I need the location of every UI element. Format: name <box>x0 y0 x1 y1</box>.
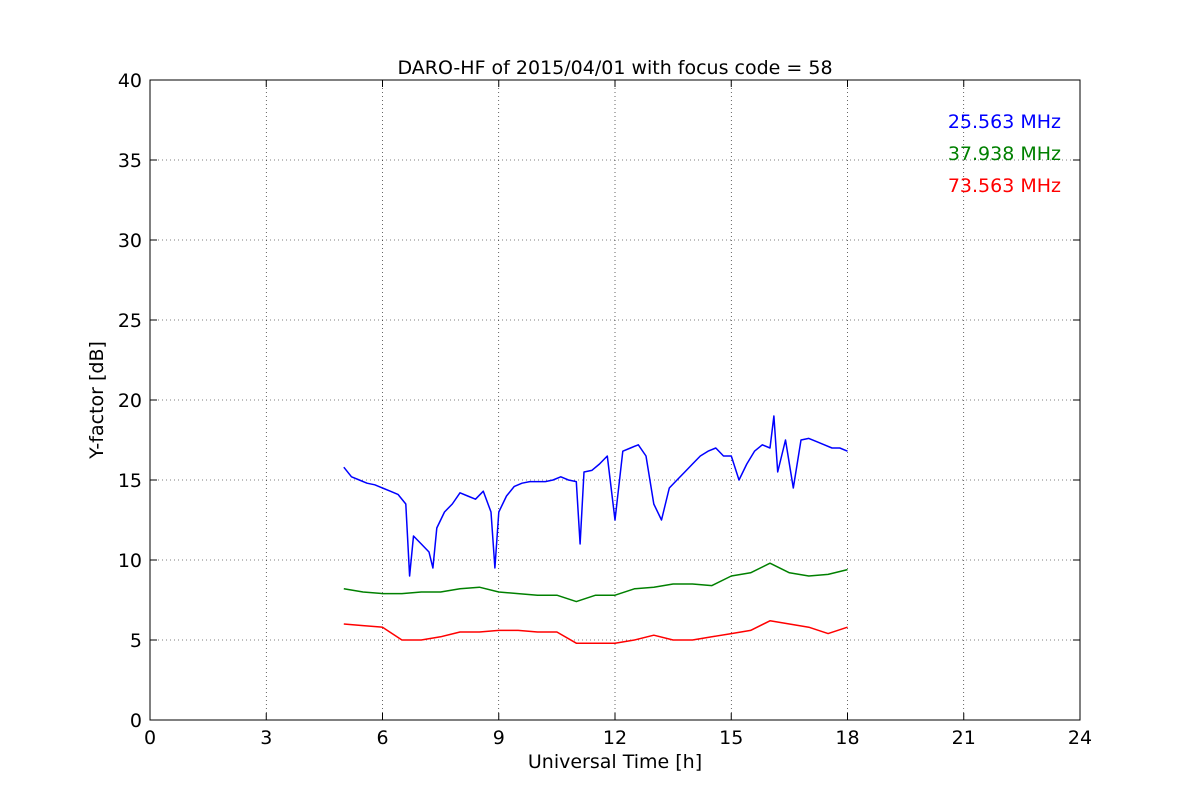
x-tick-label: 6 <box>376 727 388 749</box>
legend-entry-0: 25.563 MHz <box>948 111 1061 133</box>
x-tick-label: 0 <box>144 727 156 749</box>
x-axis-ticks: 0 3 6 9 12 15 18 21 24 <box>144 80 1092 749</box>
series-line-2 <box>343 620 848 644</box>
y-tick-label: 10 <box>118 550 142 572</box>
x-tick-label: 18 <box>835 727 859 749</box>
chart-title: DARO-HF of 2015/04/01 with focus code = … <box>397 57 832 79</box>
y-axis-label: Y-factor [dB] <box>86 341 108 460</box>
y-tick-label: 5 <box>130 630 142 652</box>
x-axis-label: Universal Time [h] <box>528 751 702 773</box>
y-tick-label: 30 <box>118 230 142 252</box>
series-line-0 <box>343 415 848 577</box>
x-tick-label: 15 <box>719 727 743 749</box>
legend: 25.563 MHz 37.938 MHz 73.563 MHz <box>948 111 1061 197</box>
x-tick-label: 12 <box>603 727 627 749</box>
x-tick-label: 9 <box>493 727 505 749</box>
x-tick-label: 3 <box>260 727 272 749</box>
legend-entry-2: 73.563 MHz <box>948 175 1061 197</box>
y-tick-label: 25 <box>118 310 142 332</box>
legend-entry-1: 37.938 MHz <box>948 143 1061 165</box>
y-tick-label: 40 <box>118 70 142 92</box>
x-tick-label: 24 <box>1068 727 1092 749</box>
y-axis-ticks: 0 5 10 15 20 25 30 35 40 <box>118 70 1080 732</box>
series-group <box>343 415 848 644</box>
x-tick-label: 21 <box>952 727 976 749</box>
series-line-1 <box>343 562 848 603</box>
y-tick-label: 35 <box>118 150 142 172</box>
y-tick-label: 20 <box>118 390 142 412</box>
grid <box>150 80 1080 720</box>
y-tick-label: 0 <box>130 710 142 732</box>
y-tick-label: 15 <box>118 470 142 492</box>
